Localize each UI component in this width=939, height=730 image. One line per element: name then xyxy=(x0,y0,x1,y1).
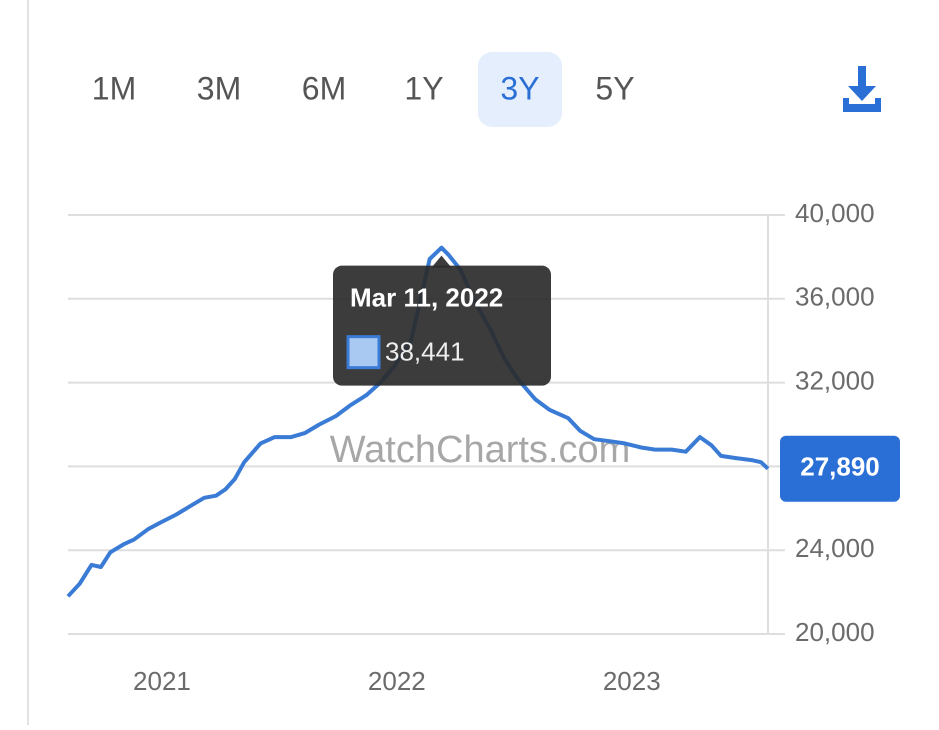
tooltip-box xyxy=(333,265,551,386)
x-tick-label: 2023 xyxy=(603,666,661,696)
range-label: 6M xyxy=(302,70,346,106)
tooltip-value: 38,441 xyxy=(385,337,465,367)
tooltip-swatch xyxy=(346,335,381,370)
range-label: 3M xyxy=(197,70,241,106)
y-tick-label: 36,000 xyxy=(795,282,875,312)
range-label: 1Y xyxy=(404,70,443,106)
watermark: WatchCharts.com xyxy=(330,429,631,471)
current-badge xyxy=(780,435,900,502)
range-button[interactable]: 1M xyxy=(92,70,136,106)
range-buttons: 1M 3M 6M 1Y 3Y 5Y xyxy=(92,52,635,127)
download-icon xyxy=(848,86,876,101)
range-button[interactable]: 6M xyxy=(302,70,346,106)
y-tick-label: 32,000 xyxy=(795,365,875,395)
range-label: 3Y xyxy=(500,70,539,106)
download-icon xyxy=(858,66,866,92)
x-tick-label: 2021 xyxy=(133,666,191,696)
x-tick-label: 2022 xyxy=(368,666,426,696)
y-tick-label: 24,000 xyxy=(795,533,875,563)
tooltip-date: Mar 11, 2022 xyxy=(350,283,503,313)
tooltip-pointer xyxy=(431,255,452,268)
y-tick-label: 40,000 xyxy=(795,198,875,228)
range-button[interactable]: 3M xyxy=(197,70,241,106)
download-button[interactable] xyxy=(843,66,881,112)
current-label: 27,890 xyxy=(800,452,880,482)
range-button[interactable]: 5Y xyxy=(595,70,634,106)
y-tick-label: 20,000 xyxy=(795,617,875,647)
range-button-highlight xyxy=(478,52,562,127)
download-icon xyxy=(843,98,881,112)
range-label: 1M xyxy=(92,70,136,106)
range-button[interactable]: 1Y xyxy=(404,70,443,106)
tooltip: Mar 11, 2022 38,441 xyxy=(333,255,551,386)
range-button[interactable]: 3Y xyxy=(478,52,562,127)
range-label: 5Y xyxy=(595,70,634,106)
